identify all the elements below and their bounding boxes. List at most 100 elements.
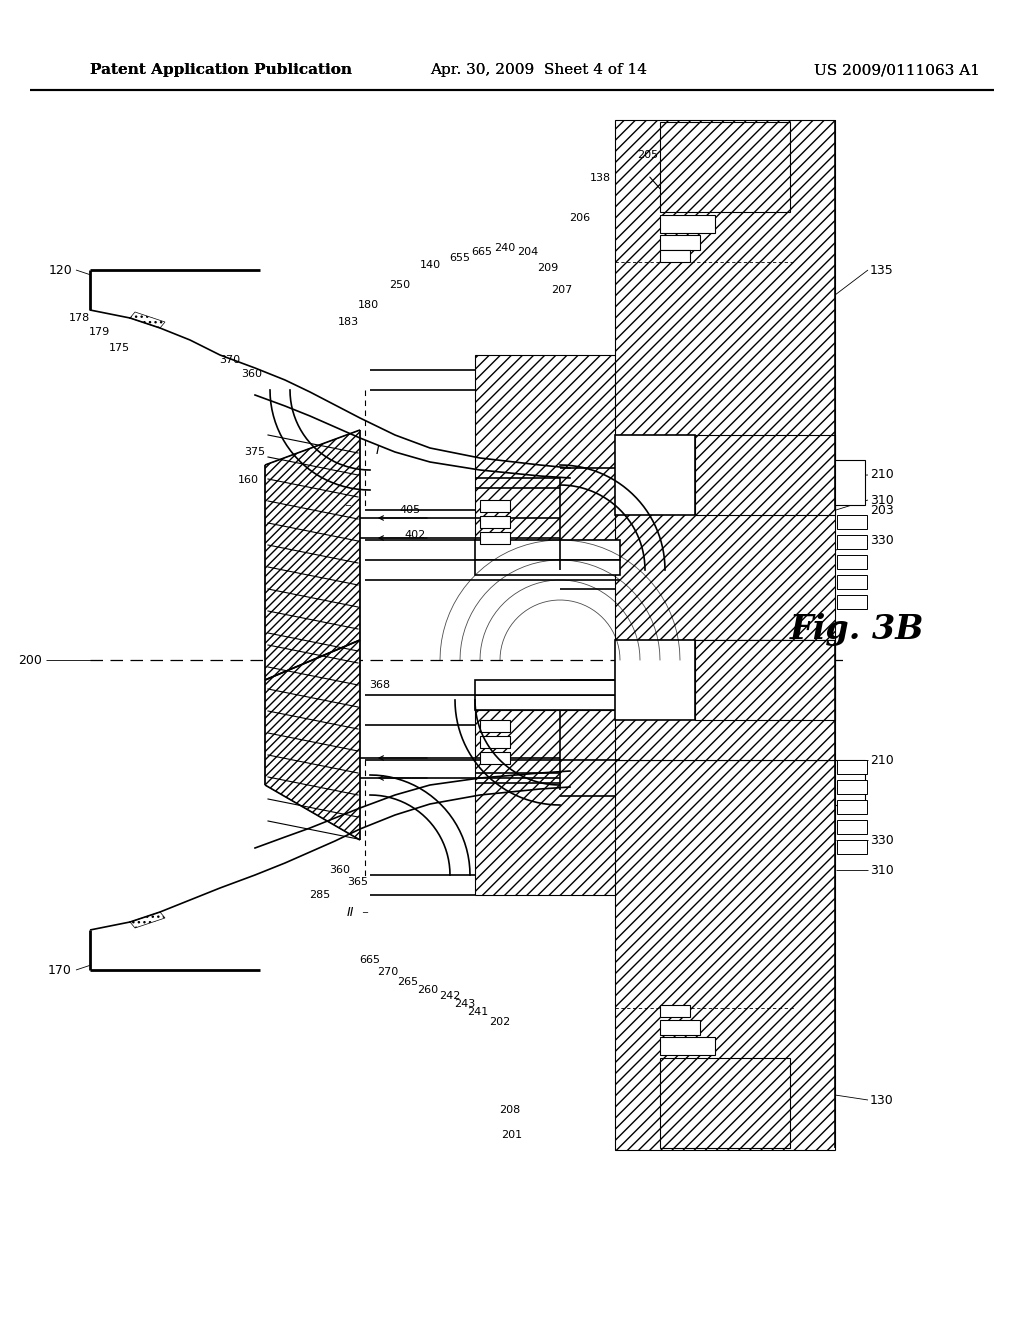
- Bar: [835, 760, 865, 805]
- Bar: [837, 780, 867, 795]
- Text: Patent Application Publication: Patent Application Publication: [90, 63, 352, 77]
- Text: 665: 665: [471, 247, 493, 257]
- Bar: [475, 696, 620, 710]
- Text: 183: 183: [338, 317, 358, 327]
- Bar: [480, 719, 510, 733]
- Bar: [837, 820, 867, 834]
- Bar: [615, 120, 835, 510]
- Text: II: II: [346, 906, 353, 919]
- Text: 200: 200: [18, 653, 42, 667]
- Bar: [837, 515, 867, 529]
- Text: 204: 204: [517, 247, 539, 257]
- Text: 310: 310: [870, 494, 894, 507]
- Text: 250: 250: [389, 280, 411, 290]
- Bar: [615, 510, 835, 640]
- Bar: [660, 1005, 690, 1016]
- Text: 665: 665: [359, 954, 381, 965]
- Bar: [837, 576, 867, 589]
- Bar: [837, 760, 867, 774]
- Text: 209: 209: [538, 263, 559, 273]
- Bar: [480, 737, 510, 748]
- Bar: [475, 355, 620, 540]
- Text: 270: 270: [378, 968, 398, 977]
- Bar: [480, 532, 510, 544]
- Text: 202: 202: [489, 1016, 511, 1027]
- Text: 243: 243: [455, 999, 475, 1008]
- Text: 179: 179: [89, 327, 110, 337]
- Text: 240: 240: [495, 243, 516, 253]
- Text: 205: 205: [637, 150, 658, 160]
- Text: Patent Application Publication: Patent Application Publication: [90, 63, 352, 77]
- Bar: [835, 459, 865, 506]
- Text: 130: 130: [870, 1093, 894, 1106]
- Bar: [475, 560, 620, 576]
- Bar: [660, 249, 690, 261]
- Bar: [660, 1020, 700, 1035]
- Text: 207: 207: [551, 285, 572, 294]
- Bar: [837, 554, 867, 569]
- Bar: [837, 535, 867, 549]
- Text: 655: 655: [450, 253, 470, 263]
- Text: ─: ─: [345, 500, 350, 510]
- Bar: [660, 1059, 790, 1148]
- Text: 330: 330: [870, 833, 894, 846]
- Bar: [660, 215, 715, 234]
- Text: US 2009/0111063 A1: US 2009/0111063 A1: [814, 63, 980, 77]
- Text: 370: 370: [219, 355, 241, 366]
- Bar: [837, 840, 867, 854]
- Bar: [615, 760, 835, 1150]
- Text: I: I: [376, 444, 380, 457]
- Text: 208: 208: [500, 1105, 520, 1115]
- Bar: [660, 121, 790, 213]
- Text: 241: 241: [467, 1007, 488, 1016]
- Text: ─: ─: [362, 908, 368, 916]
- Polygon shape: [265, 640, 360, 840]
- Text: 160: 160: [238, 475, 258, 484]
- Text: 285: 285: [309, 890, 331, 900]
- Polygon shape: [130, 912, 165, 928]
- Bar: [695, 436, 835, 515]
- Text: 203: 203: [870, 503, 894, 516]
- Polygon shape: [130, 312, 165, 327]
- Text: 206: 206: [569, 213, 591, 223]
- Bar: [695, 640, 835, 719]
- Text: 120: 120: [48, 264, 72, 276]
- Text: 365: 365: [347, 876, 369, 887]
- Text: 201: 201: [502, 1130, 522, 1140]
- Text: 175: 175: [109, 343, 130, 352]
- Text: 210: 210: [870, 754, 894, 767]
- Text: 135: 135: [870, 264, 894, 276]
- Text: 368: 368: [370, 680, 390, 690]
- Text: 375: 375: [245, 447, 265, 457]
- Bar: [615, 640, 695, 719]
- Bar: [480, 752, 510, 764]
- Text: Apr. 30, 2009  Sheet 4 of 14: Apr. 30, 2009 Sheet 4 of 14: [430, 63, 647, 77]
- Polygon shape: [265, 430, 360, 680]
- Bar: [660, 1038, 715, 1055]
- Bar: [837, 800, 867, 814]
- Text: 405: 405: [399, 506, 421, 515]
- Text: 140: 140: [420, 260, 440, 271]
- Bar: [475, 710, 620, 895]
- Text: Fig. 3B: Fig. 3B: [790, 614, 925, 647]
- Text: 330: 330: [870, 533, 894, 546]
- Text: 265: 265: [397, 977, 419, 987]
- Text: 360: 360: [242, 370, 262, 379]
- Text: 180: 180: [357, 300, 379, 310]
- Text: 138: 138: [590, 173, 610, 183]
- Text: 260: 260: [418, 985, 438, 995]
- Text: 310: 310: [870, 863, 894, 876]
- Bar: [615, 436, 695, 515]
- Text: Apr. 30, 2009  Sheet 4 of 14: Apr. 30, 2009 Sheet 4 of 14: [430, 63, 647, 77]
- Bar: [615, 640, 835, 760]
- Bar: [837, 595, 867, 609]
- Text: 178: 178: [69, 313, 90, 323]
- Bar: [660, 235, 700, 249]
- Text: 210: 210: [870, 469, 894, 482]
- Text: 242: 242: [439, 991, 461, 1001]
- Text: US 2009/0111063 A1: US 2009/0111063 A1: [814, 63, 980, 77]
- Text: 360: 360: [330, 865, 350, 875]
- Text: 402: 402: [404, 531, 426, 540]
- Bar: [475, 680, 620, 696]
- Bar: [480, 516, 510, 528]
